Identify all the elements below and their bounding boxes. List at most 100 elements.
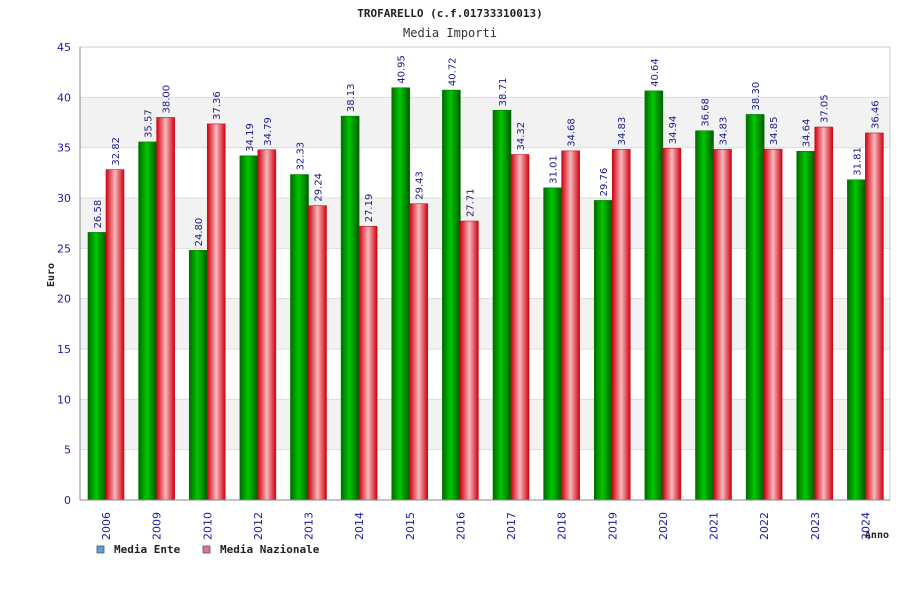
y-tick-label: 35 bbox=[57, 142, 71, 155]
bar-media-nazionale-2022 bbox=[763, 148, 783, 501]
data-label-media-nazionale-2021: 34.83 bbox=[719, 117, 730, 146]
y-tick-label: 40 bbox=[57, 91, 71, 104]
data-label-media-nazionale-2020: 34.94 bbox=[668, 116, 679, 145]
bar-media-nazionale-2017 bbox=[510, 154, 530, 501]
x-tick-label-2016: 2016 bbox=[454, 512, 467, 540]
x-tick-label-2012: 2012 bbox=[252, 512, 265, 540]
bar-media-ente-2015 bbox=[391, 87, 411, 501]
x-tick-label-2021: 2021 bbox=[708, 512, 721, 540]
bar-media-ente-2010 bbox=[188, 250, 208, 501]
x-tick-label-2015: 2015 bbox=[404, 512, 417, 540]
bar-media-nazionale-2024 bbox=[865, 132, 884, 501]
y-tick-label: 25 bbox=[57, 242, 71, 255]
data-label-media-nazionale-2009: 38.00 bbox=[162, 85, 173, 114]
data-label-media-nazionale-2006: 32.82 bbox=[111, 137, 122, 166]
data-label-media-ente-2024: 31.81 bbox=[852, 147, 863, 176]
x-tick-label-2020: 2020 bbox=[657, 512, 670, 540]
bar-media-nazionale-2014 bbox=[358, 225, 378, 501]
data-label-media-ente-2012: 34.19 bbox=[245, 123, 256, 152]
legend-swatch-media-nazionale bbox=[202, 545, 211, 554]
legend-label-media-ente: Media Ente bbox=[114, 543, 181, 556]
bar-media-ente-2012 bbox=[239, 155, 259, 501]
data-label-media-ente-2014: 38.13 bbox=[346, 84, 357, 113]
bar-media-nazionale-2016 bbox=[460, 220, 479, 501]
data-label-media-nazionale-2024: 36.46 bbox=[870, 100, 881, 129]
data-label-media-nazionale-2016: 27.71 bbox=[465, 188, 476, 217]
bar-media-ente-2017 bbox=[492, 110, 512, 501]
data-label-media-ente-2016: 40.72 bbox=[447, 57, 458, 86]
x-tick-label-2018: 2018 bbox=[556, 512, 569, 540]
x-tick-label-2022: 2022 bbox=[758, 512, 771, 540]
bar-media-nazionale-2021 bbox=[713, 149, 732, 501]
data-label-media-ente-2017: 38.71 bbox=[498, 78, 509, 107]
data-label-media-nazionale-2018: 34.68 bbox=[567, 118, 578, 147]
y-tick-label: 20 bbox=[57, 293, 71, 306]
bar-media-ente-2006 bbox=[87, 232, 107, 501]
x-tick-label-2014: 2014 bbox=[353, 512, 366, 540]
bar-media-ente-2023 bbox=[796, 150, 816, 501]
x-axis: 2006 2009 2010 2012 2013 2014 2015 2016 2017 2018… bbox=[80, 499, 890, 540]
data-label-media-nazionale-2012: 34.79 bbox=[263, 117, 274, 146]
data-label-media-nazionale-2010: 37.36 bbox=[212, 91, 223, 120]
bar-media-ente-2024 bbox=[847, 179, 866, 501]
data-label-media-ente-2013: 32.33 bbox=[296, 142, 307, 171]
bar-media-nazionale-2018 bbox=[561, 150, 580, 501]
data-label-media-nazionale-2017: 34.32 bbox=[516, 122, 527, 151]
data-label-media-nazionale-2019: 34.83 bbox=[617, 117, 628, 146]
bar-media-ente-2018 bbox=[543, 187, 562, 501]
bar-media-ente-2019 bbox=[593, 200, 613, 501]
bar-media-ente-2013 bbox=[290, 174, 309, 501]
legend-swatch-media-ente bbox=[96, 545, 105, 554]
bar-media-ente-2021 bbox=[695, 130, 714, 501]
x-tick-label-2006: 2006 bbox=[100, 512, 113, 540]
data-label-media-ente-2020: 40.64 bbox=[650, 58, 661, 87]
chart-title: TROFARELLO (c.f.01733310013) bbox=[357, 7, 542, 20]
bar-media-nazionale-2020 bbox=[662, 147, 682, 501]
x-tick-label-2009: 2009 bbox=[151, 512, 164, 540]
bar-media-nazionale-2019 bbox=[611, 149, 631, 501]
bar-media-nazionale-2006 bbox=[105, 169, 125, 501]
data-label-media-ente-2018: 31.01 bbox=[549, 155, 560, 184]
y-tick-label: 15 bbox=[57, 343, 71, 356]
bar-media-nazionale-2010 bbox=[206, 123, 226, 501]
grid-band bbox=[80, 47, 890, 98]
x-tick-label-2024: 2024 bbox=[859, 512, 872, 540]
legend-label-media-nazionale: Media Nazionale bbox=[220, 543, 320, 556]
y-axis: 0 5 10 15 20 25 30 35 40 45 bbox=[57, 41, 81, 507]
data-labels: 26.58 32.82 35.57 38.00 24.80 37.36 34.19 34.79… bbox=[93, 55, 881, 246]
chart-subtitle: Media Importi bbox=[403, 26, 497, 40]
y-tick-label: 45 bbox=[57, 41, 71, 54]
x-tick-label-2023: 2023 bbox=[809, 512, 822, 540]
x-tick-label-2019: 2019 bbox=[606, 512, 619, 540]
bars bbox=[87, 87, 884, 501]
bar-media-ente-2016 bbox=[442, 89, 461, 501]
data-label-media-ente-2019: 29.76 bbox=[599, 168, 610, 197]
data-label-media-nazionale-2013: 29.24 bbox=[314, 173, 325, 202]
data-label-media-ente-2010: 24.80 bbox=[194, 218, 205, 247]
y-tick-label: 5 bbox=[64, 444, 71, 457]
data-label-media-nazionale-2015: 29.43 bbox=[415, 171, 426, 200]
data-label-media-ente-2021: 36.68 bbox=[701, 98, 712, 127]
data-label-media-ente-2023: 34.64 bbox=[802, 119, 813, 148]
x-tick-label-2010: 2010 bbox=[201, 512, 214, 540]
data-label-media-nazionale-2014: 27.19 bbox=[364, 194, 375, 223]
legend: Media Ente Media Nazionale bbox=[96, 543, 320, 556]
x-axis-label: Anno bbox=[865, 530, 889, 541]
y-tick-label: 30 bbox=[57, 192, 71, 205]
data-label-media-ente-2022: 38.30 bbox=[751, 82, 762, 111]
bar-media-ente-2022 bbox=[745, 114, 765, 501]
bar-media-ente-2020 bbox=[644, 90, 664, 501]
data-label-media-ente-2009: 35.57 bbox=[144, 109, 155, 138]
bar-media-nazionale-2012 bbox=[257, 149, 277, 501]
data-label-media-ente-2015: 40.95 bbox=[397, 55, 408, 84]
y-tick-label: 10 bbox=[57, 393, 71, 406]
bar-media-nazionale-2009 bbox=[156, 117, 175, 501]
data-label-media-nazionale-2022: 34.85 bbox=[769, 117, 780, 146]
x-tick-label-2017: 2017 bbox=[505, 512, 518, 540]
y-axis-label: Euro bbox=[46, 263, 57, 287]
y-tick-label: 0 bbox=[64, 494, 71, 507]
data-label-media-nazionale-2023: 37.05 bbox=[820, 94, 831, 123]
x-tick-label-2013: 2013 bbox=[303, 512, 316, 540]
